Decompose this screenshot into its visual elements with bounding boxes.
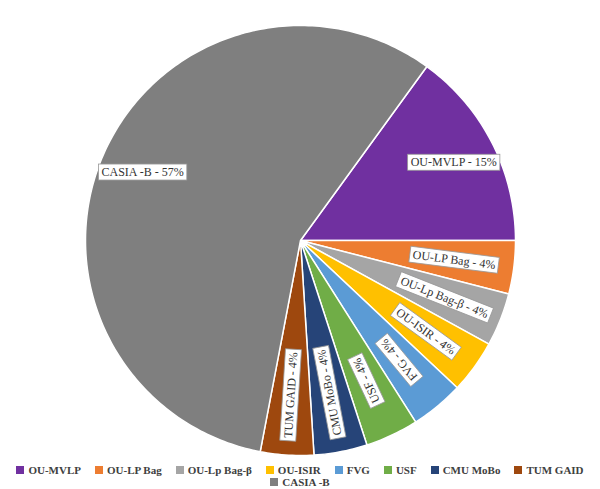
html-text:OU-Lp Bag-β: OU-Lp Bag-β (187, 464, 252, 476)
svg-text:FVG - 4%: FVG - 4% (378, 336, 421, 383)
html-text:CASIA -B: CASIA -B (282, 476, 330, 488)
svg-text:OU-Lp Bag-β - 4%: OU-Lp Bag-β - 4% (398, 273, 491, 321)
svg-text:CASIA -B - 57%: CASIA -B - 57% (101, 165, 183, 179)
svg-text:OU-MVLP - 15%: OU-MVLP - 15% (411, 155, 497, 169)
html-text:USF: USF (395, 464, 417, 476)
svg-text:USF - 4%: USF - 4% (350, 356, 383, 405)
html-text:TUM GAID: TUM GAID (526, 464, 584, 476)
svg-text:CMU MoBo - 4%: CMU MoBo - 4% (314, 349, 344, 437)
html-text:OU-MVLP: OU-MVLP (28, 464, 81, 476)
svg-text:OU-LP Bag - 4%: OU-LP Bag - 4% (412, 248, 496, 272)
svg-text:TUM GAID - 4%: TUM GAID - 4% (281, 352, 300, 438)
html-text:OU-ISIR: OU-ISIR (277, 464, 321, 476)
html-text:FVG: FVG (346, 464, 370, 476)
svg-text:OU-ISIR - 4%: OU-ISIR - 4% (393, 305, 458, 357)
html-text:OU-LP Bag: OU-LP Bag (107, 464, 162, 476)
html-text:CMU MoBo: CMU MoBo (442, 464, 501, 476)
